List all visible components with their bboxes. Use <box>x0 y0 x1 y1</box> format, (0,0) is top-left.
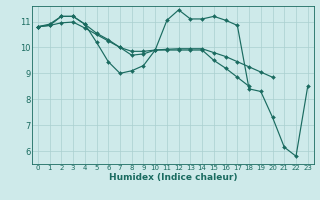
X-axis label: Humidex (Indice chaleur): Humidex (Indice chaleur) <box>108 173 237 182</box>
